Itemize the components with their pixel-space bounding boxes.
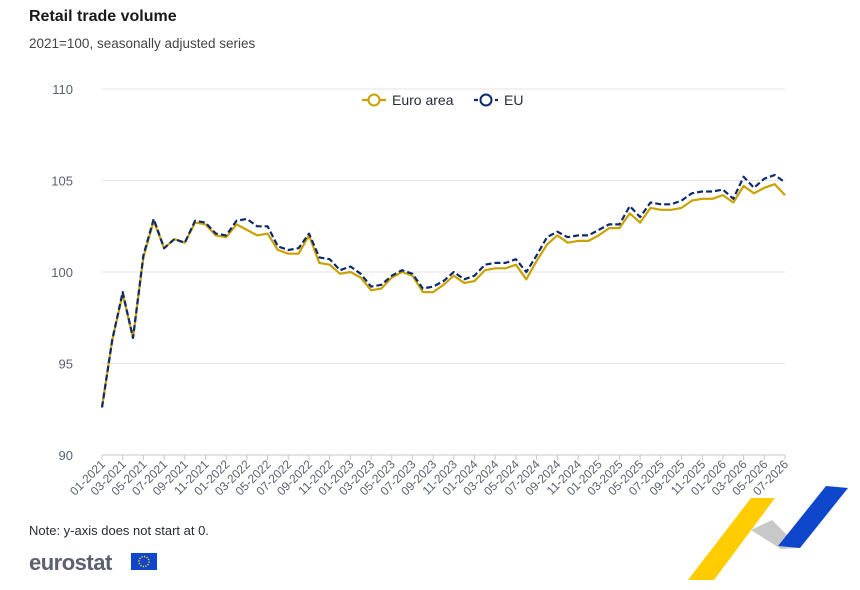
y-tick-label: 95 [59,357,73,372]
series-line-eu[interactable] [100,173,786,408]
eurostat-logo[interactable]: eurostat [29,550,112,576]
series-lines [100,173,786,408]
gridlines [102,88,785,456]
x-axis: 01-202103-202105-202107-202109-202111-20… [67,454,791,498]
y-tick-label: 105 [51,174,73,189]
chart-title: Retail trade volume [29,8,177,25]
chart-subtitle: 2021=100, seasonally adjusted series [29,36,256,51]
legend-label: Euro area [392,92,454,108]
y-tick-label: 90 [59,448,73,463]
legend-item-eu[interactable]: EU [474,92,523,108]
ribbon-yellow-stripe [688,498,775,580]
y-tick-label: 100 [51,265,73,280]
axis-note: Note: y-axis does not start at 0. [29,523,209,538]
legend[interactable]: Euro area EU [362,92,523,108]
eu-flag-icon [131,553,157,570]
legend-marker-icon [367,93,381,107]
y-axis: 90 95 100 105 110 [51,82,73,463]
legend-label: EU [504,92,523,108]
eurostat-logo-text: eurostat [29,550,112,575]
legend-marker-icon [479,93,493,107]
ribbon-blue-stripe [778,486,848,548]
series-line-euro-area[interactable] [100,183,786,408]
y-tick-label: 110 [52,82,73,97]
eurostat-ribbon-graphic [688,486,848,580]
legend-item-euro-area[interactable]: Euro area [362,92,454,108]
